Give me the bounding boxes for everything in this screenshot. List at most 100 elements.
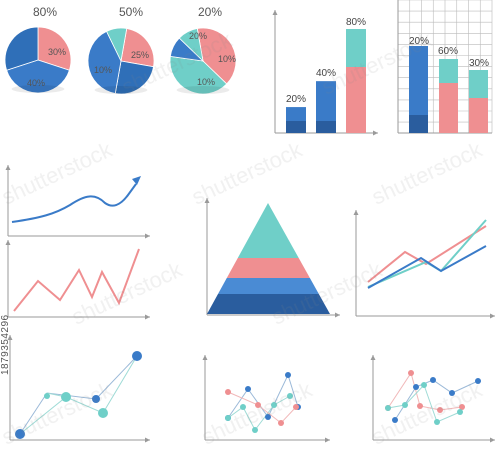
scatter-point (225, 415, 231, 421)
line-arrowhead (132, 176, 141, 185)
scatter-point (449, 390, 455, 396)
line-chart-zigzag (5, 240, 150, 320)
bar-data-label: 30% (469, 58, 489, 69)
scatter-point (413, 384, 419, 390)
scatter-point (61, 392, 71, 402)
bar-data-label: 20% (409, 36, 429, 47)
bar-segment-pink (439, 83, 458, 133)
pyramid-level (217, 278, 319, 294)
scatter-point (265, 414, 271, 420)
scatter-chart-2 (202, 355, 330, 443)
bar-chart-2: 20% 60% 30% (397, 0, 493, 134)
y-axis-arrowhead (5, 165, 11, 170)
pyramid-chart (204, 198, 340, 318)
line-series (367, 225, 487, 283)
scatter-point (15, 429, 25, 439)
scatter-point (240, 404, 246, 410)
bar-data-label: 20% (286, 94, 306, 105)
scatter-point (417, 403, 423, 409)
y-axis-arrowhead (7, 335, 13, 340)
x-axis-arrowhead (335, 312, 340, 318)
pie-slice (37, 26, 72, 71)
scatter-point (255, 402, 261, 408)
scatter-chart-3 (370, 355, 495, 443)
y-axis-arrowhead (204, 198, 210, 203)
scatter-point (392, 417, 398, 423)
pie-shadow (176, 86, 230, 94)
bar-base (409, 115, 428, 133)
scatter-point (430, 377, 436, 383)
bar-segment-pink (346, 67, 366, 133)
scatter-point (385, 405, 391, 411)
watermark-text: shutterstock (188, 136, 307, 209)
bar-segment-pink (469, 98, 488, 133)
scatter-point (132, 351, 142, 361)
pie-slice (169, 55, 228, 95)
x-axis-arrowhead (145, 233, 150, 239)
pie-title: 20% (198, 5, 222, 19)
bar-segment-teal (439, 59, 458, 83)
bar (409, 46, 428, 133)
line-chart-multi (353, 210, 495, 319)
scatter-point (44, 393, 50, 399)
scatter-point (408, 370, 414, 376)
bar-chart-1: 20% 40% 80% (272, 10, 378, 136)
pie-slice (120, 28, 155, 68)
x-axis-arrowhead (373, 130, 378, 136)
pie-slice (87, 30, 122, 94)
line-chart-smooth (5, 165, 150, 239)
watermark-text: shutterstock (368, 136, 487, 209)
pyramid-level (226, 258, 310, 278)
y-axis-arrowhead (272, 10, 278, 15)
pie-slice-label: 10% (197, 77, 215, 87)
pie-shadow (11, 85, 65, 93)
pie-slice (178, 28, 204, 63)
y-axis-arrowhead (202, 355, 208, 360)
pie-slice-label: 10% (218, 54, 236, 64)
scatter-point (278, 420, 284, 426)
pie-slice (196, 27, 237, 85)
x-axis-arrowhead (490, 437, 495, 443)
x-axis-arrowhead (145, 437, 150, 443)
y-axis-arrowhead (353, 210, 359, 215)
scatter-point (92, 395, 100, 403)
scatter-point (287, 393, 293, 399)
pie-slice (6, 59, 70, 94)
x-axis-arrowhead (490, 313, 495, 319)
scatter-point (457, 409, 463, 415)
scatter-point (98, 408, 108, 418)
bar-segment-teal (469, 70, 488, 98)
y-axis-arrowhead (370, 355, 376, 360)
scatter-point (459, 404, 465, 410)
scatter-point (421, 382, 427, 388)
bar-data-label: 60% (438, 46, 458, 57)
scatter-point (271, 402, 277, 408)
scatter-point (475, 378, 481, 384)
pie-chart: 80% 30% 40% (4, 5, 72, 94)
scatter-line (19, 355, 138, 435)
pie-slice-label: 20% (189, 31, 207, 41)
bar-base (316, 121, 336, 133)
scatter-point (402, 402, 408, 408)
pie-shadow (94, 86, 148, 94)
pie-slice (4, 26, 39, 71)
pyramid-level (237, 203, 299, 258)
scatter-point (245, 386, 251, 392)
scatter-line (19, 355, 138, 435)
y-axis-arrowhead (5, 240, 11, 245)
pie-slice-label: 40% (27, 78, 45, 88)
pie-chart: 50% 25% 10% (87, 5, 155, 95)
bar (316, 81, 336, 133)
watermark-text: shutterstock (368, 376, 487, 449)
scatter-point (293, 404, 299, 410)
bar-segment-teal (346, 29, 366, 67)
pyramid-level (207, 294, 330, 314)
pie-chart: 20% 10% 10% 20% (169, 5, 237, 95)
line-series (367, 245, 487, 289)
bar-base (286, 121, 306, 133)
pie-slice-label: 10% (94, 65, 112, 75)
pie-slice (114, 60, 154, 95)
pie-slice (105, 27, 128, 63)
bar-data-label: 80% (346, 17, 366, 28)
